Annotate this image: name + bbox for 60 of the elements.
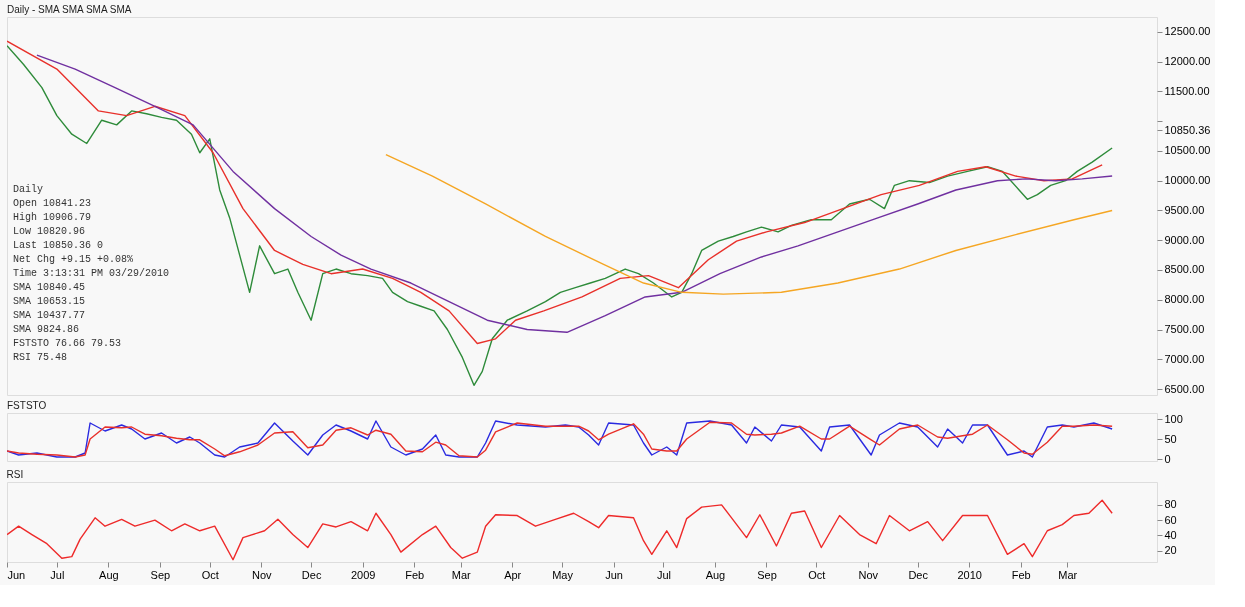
y-tick-label: 12000.00 [1164, 55, 1211, 68]
x-tick-label: Aug [705, 568, 726, 581]
annotation: Net Chg +9.15 +0.08% [13, 254, 134, 265]
y-tick-label: 20 [1164, 544, 1177, 557]
x-tick-label: Dec [908, 568, 929, 581]
y-tick-label: 10500.00 [1164, 144, 1211, 157]
x-tick-label: Dec [301, 568, 322, 581]
x-tick-label: Oct [201, 568, 219, 581]
annotation: FSTSTO 76.66 79.53 [13, 338, 122, 349]
x-tick-label: Feb [1011, 568, 1031, 581]
y-tick-label: 11500.00 [1164, 84, 1210, 97]
x-tick-label: May [552, 568, 574, 581]
y-tick-label: 6500.00 [1164, 382, 1205, 395]
y-tick-label: 80 [1164, 498, 1177, 511]
chart-title: FSTSTO [7, 400, 47, 411]
y-tick-label: 8000.00 [1164, 293, 1205, 306]
x-tick-label: 2010 [957, 568, 982, 581]
x-tick-label: Feb [405, 568, 425, 581]
x-tick-label: Oct [808, 568, 826, 581]
x-tick-label: Mar [1058, 568, 1078, 581]
y-tick-label: 100 [1164, 412, 1183, 425]
x-tick-label: Apr [504, 568, 522, 581]
line-series [7, 499, 1113, 561]
y-tick-label: 8500.00 [1164, 263, 1205, 276]
line-series [385, 153, 1113, 295]
x-tick-label: Jul [656, 568, 671, 581]
annotation: SMA 10437.77 [13, 310, 86, 321]
x-tick-label: Nov [858, 568, 879, 581]
y-tick-label: 10000.00 [1164, 174, 1211, 187]
y-tick-label: 9000.00 [1164, 233, 1205, 246]
y-tick-label: 7500.00 [1164, 323, 1205, 336]
y-tick-label: 60 [1164, 513, 1177, 526]
annotation: Open 10841.23 [13, 198, 92, 209]
annotation: SMA 9824.86 [13, 324, 80, 335]
chart-title: RSI [6, 469, 24, 480]
x-tick-label: Mar [451, 568, 471, 581]
annotation: Low 10820.96 [13, 226, 86, 237]
y-tick-label: 12500.00 [1164, 25, 1211, 38]
annotation: High 10906.79 [13, 212, 92, 223]
y-tick-label: 7000.00 [1164, 352, 1205, 365]
annotation: Time 3:13:31 PM 03/29/2010 [13, 268, 170, 279]
x-tick-label: Sep [757, 568, 777, 581]
annotation: RSI 75.48 [13, 352, 68, 363]
annotation: Daily [13, 184, 44, 195]
x-tick-label: Nov [251, 568, 273, 581]
annotation: Last 10850.36 0 [13, 240, 104, 251]
y-tick-label: 50 [1164, 432, 1177, 445]
y-tick-label: 0 [1164, 452, 1171, 465]
annotation: SMA 10840.45 [13, 282, 86, 293]
y-tick-label: 40 [1164, 528, 1177, 541]
x-tick-label: Jun [605, 568, 623, 581]
x-tick-label: Jul [50, 568, 65, 581]
y-tick-label: 9500.00 [1164, 203, 1205, 216]
annotation: SMA 10653.15 [13, 296, 86, 307]
chart-title: Daily - SMA SMA SMA SMA [7, 4, 132, 15]
x-tick-label: Aug [99, 568, 119, 581]
x-tick-label: 2009 [350, 568, 376, 581]
x-tick-label: Jun [7, 568, 26, 581]
y-tick-label: 10850.36 [1164, 123, 1211, 136]
x-tick-label: Sep [150, 568, 171, 581]
